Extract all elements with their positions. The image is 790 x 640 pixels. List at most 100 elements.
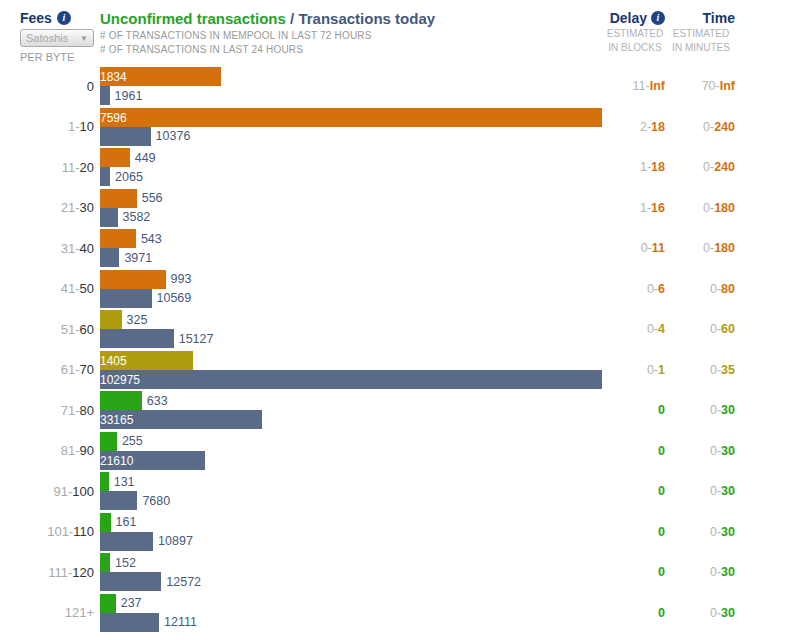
mempool-bar (100, 513, 111, 532)
delay-info-icon[interactable]: i (651, 11, 665, 25)
time-value: 0-35 (667, 363, 737, 377)
mempool-value-line: 1405 (100, 351, 605, 370)
chevron-down-icon: ▼ (80, 34, 88, 43)
fee-range-label: 51-60 (0, 322, 100, 337)
today-value-line: 102975 (100, 370, 605, 389)
bar-group: 237 12111 (100, 594, 605, 632)
delay-max: 0 (658, 565, 665, 579)
delay-min: 1- (640, 201, 651, 215)
mempool-value-line: 255 (100, 432, 605, 451)
fee-range-min: 21- (61, 200, 80, 215)
fee-row-11-20: 11-2044920651-180-240 (0, 148, 790, 186)
today-value: 12111 (164, 615, 197, 629)
fees-info-icon[interactable]: i (57, 11, 71, 25)
delay-max: 0 (658, 444, 665, 458)
today-value-line: 10376 (100, 127, 605, 146)
mempool-value: 237 (121, 596, 142, 610)
fee-range-label: 101-110 (0, 524, 100, 539)
today-value: 10569 (157, 291, 192, 305)
mempool-value-line: 161 (100, 513, 605, 532)
fee-row-51-60: 51-60325151270-40-60 (0, 310, 790, 348)
fee-range-max: 10 (80, 119, 94, 134)
mempool-value-line: 993 (100, 270, 605, 289)
today-value: 10376 (156, 129, 191, 143)
mempool-value: 543 (141, 232, 162, 246)
mempool-value: 325 (127, 313, 148, 327)
time-value: 0-30 (667, 565, 737, 579)
fee-row-31-40: 31-4054339710-110-180 (0, 229, 790, 267)
bar-group: 1317680 (100, 472, 605, 510)
today-value-line: 10897 (100, 532, 605, 551)
fee-range-min: 41- (61, 281, 80, 296)
time-min: 0- (710, 322, 721, 336)
mempool-bar: 1834 (100, 67, 221, 86)
fee-range-label: 41-50 (0, 281, 100, 296)
mempool-bar (100, 472, 109, 491)
fee-row-41-50: 41-50993105690-60-80 (0, 270, 790, 308)
fee-range-min: 111- (48, 565, 72, 580)
mempool-value-line: 449 (100, 148, 605, 167)
fees-column-title: Fees i (20, 10, 100, 26)
time-value: 0-30 (667, 525, 737, 539)
time-label: Time (703, 10, 735, 26)
fee-row-101-110: 101-110 161 1089700-30 (0, 513, 790, 551)
time-value: 0-30 (667, 606, 737, 620)
today-bar (100, 167, 110, 186)
today-value: 1961 (115, 89, 143, 103)
time-min: 0- (710, 403, 721, 417)
today-bar (100, 329, 174, 348)
time-value: 0-240 (667, 160, 737, 174)
fee-range-max: 20 (80, 160, 94, 175)
title-unconfirmed: Unconfirmed transactions (100, 10, 286, 27)
fee-range-min: 91- (54, 484, 73, 499)
time-min: 70- (702, 79, 720, 93)
fee-range-min: 71- (61, 403, 80, 418)
today-bar (100, 86, 110, 105)
time-sub-2: IN MINUTES (667, 42, 735, 54)
today-value-line: 12572 (100, 572, 605, 591)
today-bar (100, 491, 137, 510)
delay-value: 0 (605, 525, 667, 539)
today-bar (100, 208, 118, 227)
fee-range-max: 40 (80, 241, 94, 256)
time-value: 0-180 (667, 241, 737, 255)
delay-max: 0 (658, 484, 665, 498)
fee-range-label: 91-100 (0, 484, 100, 499)
mempool-bar: 7596 (100, 108, 602, 127)
delay-min: 1- (640, 160, 651, 174)
today-value-line: 12111 (100, 613, 605, 632)
today-bar: 21610 (100, 451, 205, 470)
time-max: 60 (721, 322, 735, 336)
bar-group: 5563582 (100, 189, 605, 227)
time-max: 180 (714, 201, 735, 215)
fee-range-max: 50 (80, 281, 94, 296)
unit-select-dropdown[interactable]: Satoshis ▼ (20, 29, 94, 47)
time-min: 0- (710, 484, 721, 498)
bar-group: 543 3971 (100, 229, 605, 267)
time-sub-1: ESTIMATED (667, 28, 735, 40)
time-max: 30 (721, 444, 735, 458)
mempool-value: 1834 (100, 70, 127, 84)
fee-row-61-70: 61-7014051029750-10-35 (0, 351, 790, 389)
mempool-value: 161 (116, 515, 137, 529)
fee-range-label: 81-90 (0, 443, 100, 458)
bar-group: 15212572 (100, 553, 605, 591)
time-value: 0-30 (667, 444, 737, 458)
mempool-value-line: 7596 (100, 108, 605, 127)
fee-row-91-100: 91-100131768000-30 (0, 472, 790, 510)
mempool-bar (100, 391, 142, 410)
time-value: 0-30 (667, 403, 737, 417)
delay-min: 0- (647, 322, 658, 336)
delay-max: 0 (658, 403, 665, 417)
chart-title-block: Unconfirmed transactions / Transactions … (100, 10, 605, 67)
today-bar (100, 248, 119, 267)
mempool-bar (100, 229, 136, 248)
delay-value: 0-11 (605, 241, 667, 255)
mempool-bar: 1405 (100, 351, 193, 370)
delay-value: 11-Inf (605, 79, 667, 93)
fee-range-min: 81- (61, 443, 80, 458)
mempool-value: 1405 (100, 354, 127, 368)
time-column-title: Time (667, 10, 735, 26)
mempool-bar (100, 189, 137, 208)
today-value-line: 3971 (100, 248, 605, 267)
